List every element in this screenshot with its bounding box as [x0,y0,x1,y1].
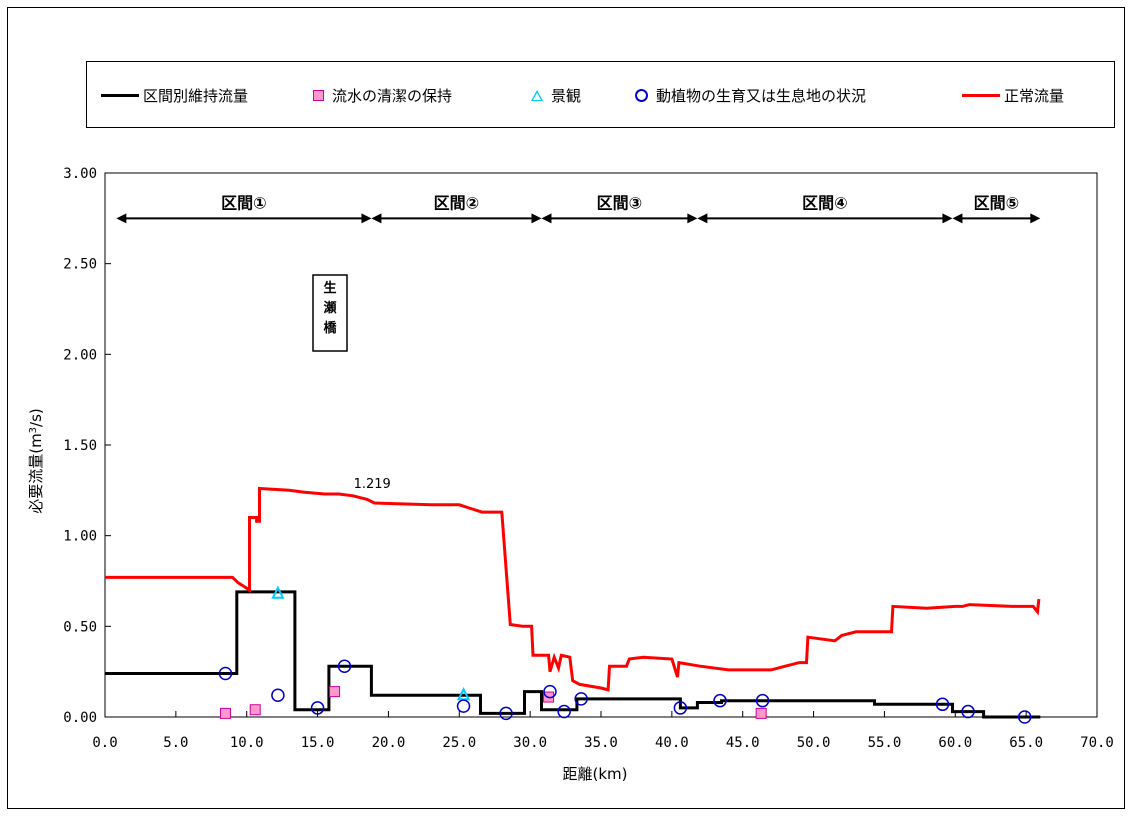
arrow-head-left-icon [541,213,552,224]
legend-item-landscape: 景観 [531,62,581,129]
y-axis-title-sup: 3 [28,427,39,433]
section-label: 区間④ [802,193,848,212]
text-layer: 距離(km) 必要流量(m3/s) 生 瀬 橋 1.219 [27,274,628,783]
bridge-label-box [312,274,348,352]
y-axis-title: 必要流量(m3/s) [27,408,45,514]
legend-item-normal-flow: 正常流量 [962,62,1064,129]
y-axis-title-main: 必要流量(m [27,433,45,513]
x-tick-label: 50.0 [797,735,831,751]
sections-layer: 区間① 区間② 区間③ 区間④ 区間⑤ [116,193,1041,224]
bridge-char: 生 [323,280,336,296]
circle-marker [935,697,950,712]
axes-layer: 0.00 0.50 1.00 1.50 2.00 2.50 3.00 0.0 5.0 10.0 15… [63,166,1114,751]
bridge-char: 瀬 [323,300,336,316]
series-line [105,486,1041,692]
chart-frame: 区間別維持流量 流水の清潔の保持 景観 動植物の生育又は生息地の状況 正常流量 … [7,7,1125,809]
y-tick-label: 0.50 [63,619,97,635]
y-tick-label: 1.50 [63,438,97,454]
chart-svg: 0.00 0.50 1.00 1.50 2.00 2.50 3.00 0.0 5.0 10.0 15… [27,166,1114,783]
section-label: 区間⑤ [974,193,1020,212]
plot-area-border [104,172,1098,718]
legend-item-water-quality: 流水の清潔の保持 [313,62,452,129]
y-tick-label: 3.00 [63,166,97,182]
legend-label: 動植物の生育又は生息地の状況 [656,87,867,105]
arrow-head-right-icon [687,213,698,224]
circle-marker [310,701,325,715]
arrow-head-left-icon [116,213,127,224]
x-tick-label: 30.0 [513,735,547,751]
x-tick-label: 40.0 [655,735,689,751]
circle-marker [337,659,352,673]
x-tick-label: 10.0 [230,735,264,751]
arrow-head-left-icon [697,213,708,224]
markers-layer [218,585,1032,724]
annotation-label: 1.219 [354,477,391,492]
x-axis-title: 距離(km) [562,765,627,783]
circle-marker [557,704,571,719]
x-tick-label: 55.0 [868,735,902,751]
bridge-label: 生 瀬 橋 [312,274,348,352]
arrow-head-right-icon [531,213,542,224]
legend-label: 流水の清潔の保持 [332,87,453,105]
circle-marker [713,693,727,708]
legend-label: 正常流量 [1004,87,1065,105]
x-tick-label: 15.0 [301,735,335,751]
y-tick-label: 2.00 [63,347,97,363]
triangle-icon [531,90,543,101]
arrow-head-left-icon [952,213,963,224]
x-tick-label: 60.0 [938,735,972,751]
x-tick-label: 35.0 [584,735,618,751]
x-tick-label: 5.0 [163,735,188,751]
x-tick-label: 70.0 [1080,735,1114,751]
circle-marker [543,684,557,699]
triangle-marker [271,585,285,599]
triangle-marker [456,687,471,701]
circle-marker [456,699,471,713]
circle-marker [961,704,975,719]
square-marker [329,686,341,698]
x-tick-label: 45.0 [726,735,760,751]
arrow-head-right-icon [361,213,372,224]
circle-marker [574,692,588,706]
legend-label: 景観 [551,87,582,105]
series-line [105,590,1041,719]
square-marker [755,707,767,719]
square-marker [219,707,231,719]
arrow-head-left-icon [371,213,382,224]
black-line-swatch-icon [101,94,139,97]
y-tick-label: 0.00 [63,710,97,726]
y-tick-label: 2.50 [63,257,97,273]
circle-marker [755,693,770,708]
x-tick-label: 0.0 [92,735,117,751]
legend: 区間別維持流量 流水の清潔の保持 景観 動植物の生育又は生息地の状況 正常流量 [86,61,1115,128]
circle-marker [218,666,233,681]
pink-square-icon [313,90,324,101]
circle-icon [635,89,648,102]
legend-item-maintenance-flow: 区間別維持流量 [101,62,248,129]
x-tick-label: 65.0 [1009,735,1043,751]
circle-marker [499,706,513,721]
series-layer [105,486,1041,719]
circle-marker [271,688,285,702]
x-tick-label: 20.0 [372,735,406,751]
section-label: 区間③ [597,193,643,212]
arrow-head-right-icon [942,213,953,224]
square-marker [249,704,261,716]
arrow-head-right-icon [1030,213,1041,224]
bridge-char: 橋 [323,320,337,336]
legend-item-habitat: 動植物の生育又は生息地の状況 [635,62,866,129]
x-tick-label: 25.0 [442,735,476,751]
section-label: 区間① [221,193,267,212]
circle-marker [673,701,688,715]
legend-label: 区間別維持流量 [143,87,249,105]
red-line-swatch-icon [962,94,1000,97]
section-label: 区間② [434,193,480,212]
y-axis-title-tail: /s) [27,408,45,427]
y-tick-label: 1.00 [63,529,97,545]
circle-marker [1017,710,1032,724]
